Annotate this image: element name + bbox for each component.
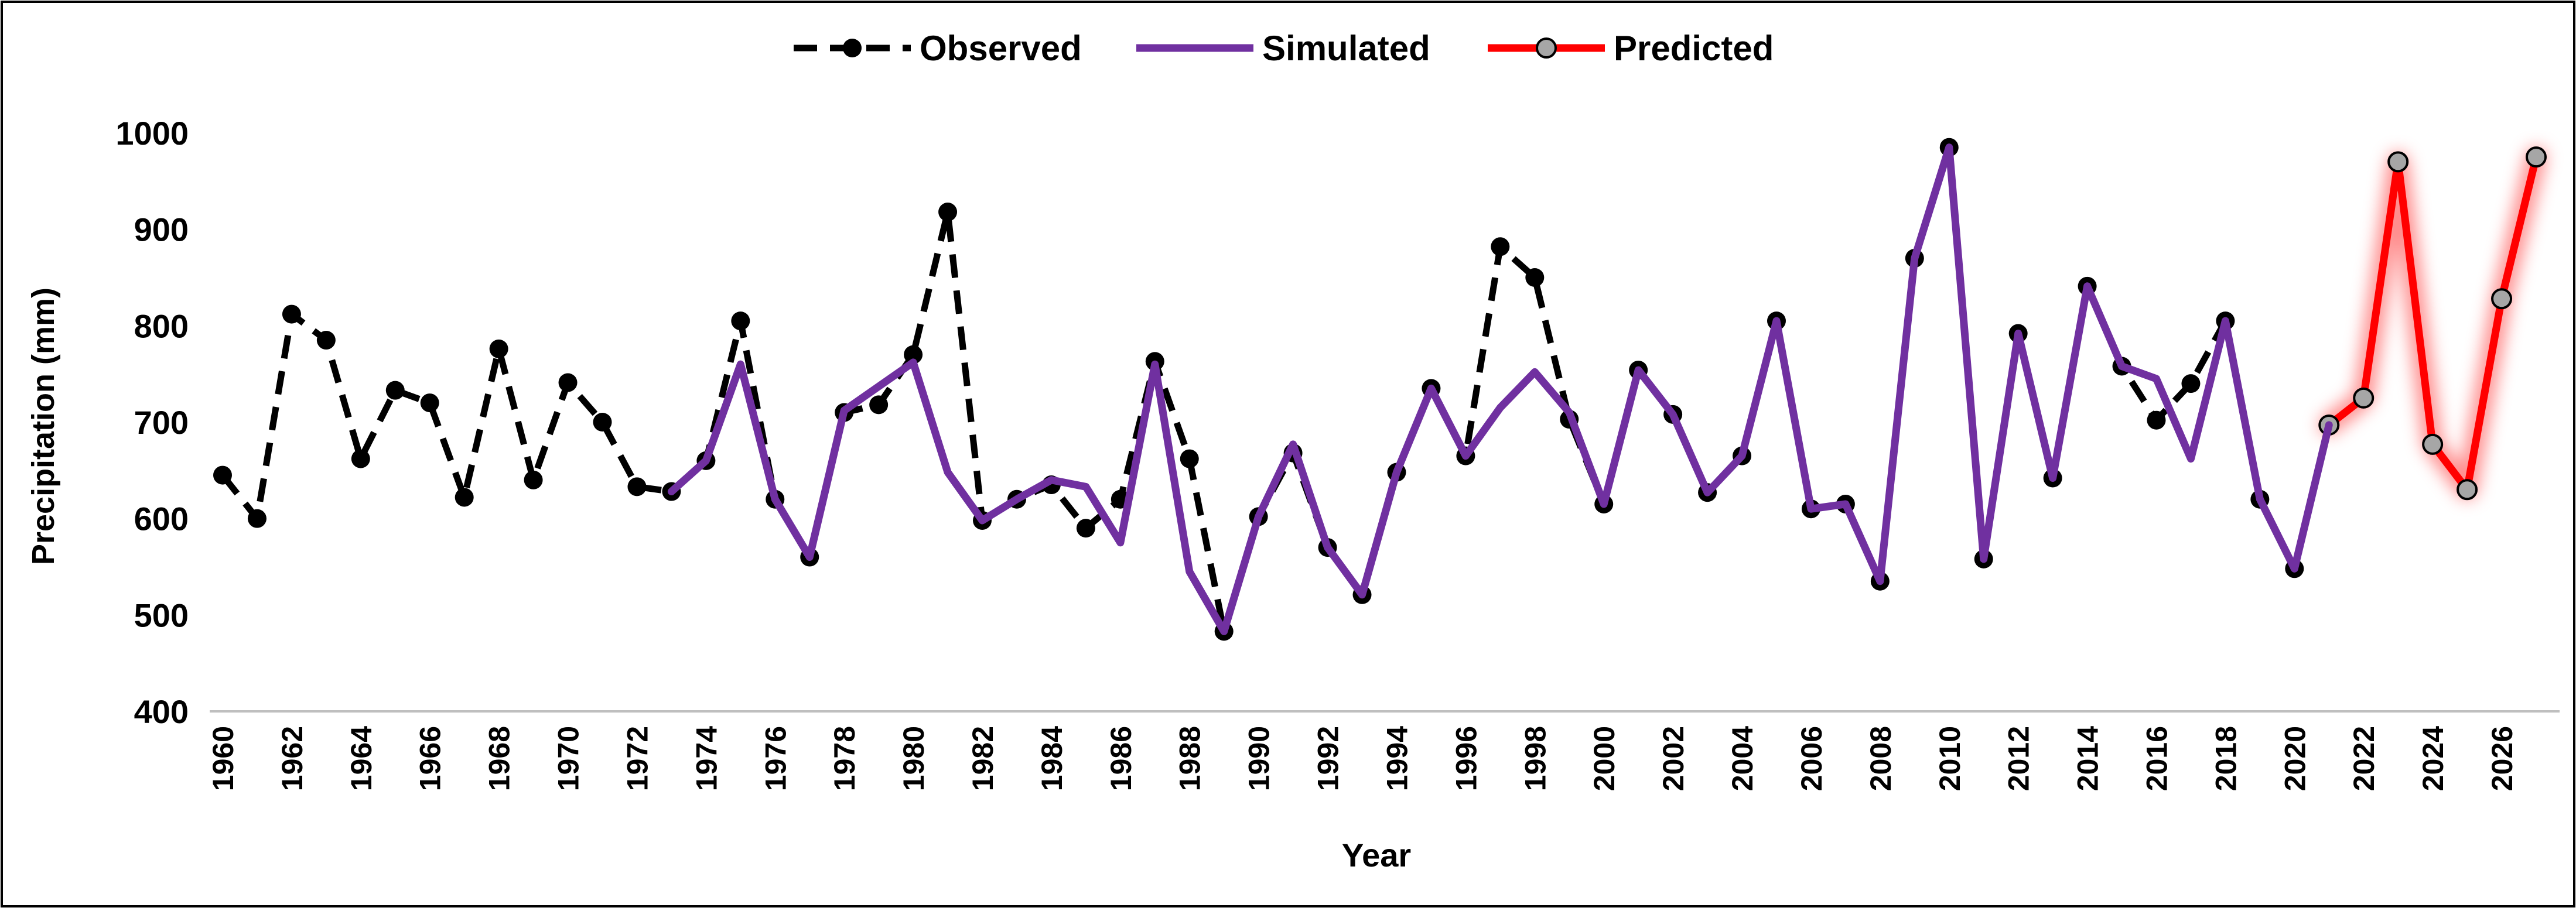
x-tick-label: 2018 bbox=[2209, 726, 2242, 791]
x-tick-label: 2004 bbox=[1726, 726, 1759, 791]
x-tick-label: 1962 bbox=[276, 726, 309, 791]
observed-point bbox=[938, 203, 958, 222]
x-tick-label: 1996 bbox=[1450, 726, 1482, 791]
legend-item-observed: Observed bbox=[794, 29, 1082, 68]
y-tick-label: 600 bbox=[134, 501, 189, 537]
observed-point bbox=[455, 488, 474, 507]
observed-point bbox=[524, 470, 543, 489]
predicted-point bbox=[2526, 146, 2547, 168]
y-tick-labels: 400 500 600 700 800 900 1000 bbox=[115, 115, 189, 730]
observed-point bbox=[2147, 410, 2166, 430]
x-tick-label: 1990 bbox=[1243, 726, 1276, 791]
x-tick-label: 2002 bbox=[1657, 726, 1690, 791]
observed-point bbox=[316, 331, 336, 350]
observed-point bbox=[1076, 519, 1095, 538]
x-tick-labels: 1960 1962 1964 1966 1968 1970 1972 1974 1976 1978… bbox=[207, 726, 2519, 791]
observed-point bbox=[351, 449, 370, 468]
observed-point bbox=[247, 509, 267, 528]
x-tick-label: 1976 bbox=[759, 726, 792, 791]
legend-item-predicted: Predicted bbox=[1488, 29, 1774, 68]
predicted-point bbox=[2387, 151, 2409, 173]
observed-point bbox=[593, 413, 612, 431]
x-tick-label: 2006 bbox=[1795, 726, 1828, 791]
observed-point bbox=[558, 373, 578, 392]
observed-point bbox=[1180, 449, 1199, 468]
x-tick-label: 2012 bbox=[2003, 726, 2035, 791]
observed-point bbox=[1491, 237, 1510, 256]
observed-point bbox=[1525, 268, 1545, 287]
y-tick-label: 800 bbox=[134, 307, 189, 344]
observed-point bbox=[282, 304, 301, 324]
x-tick-label: 1992 bbox=[1312, 726, 1345, 791]
x-tick-label: 1984 bbox=[1036, 726, 1068, 791]
x-tick-label: 2022 bbox=[2348, 726, 2380, 791]
series-simulated bbox=[667, 143, 2333, 635]
predicted-point bbox=[2353, 387, 2375, 409]
simulated-line bbox=[667, 143, 2333, 635]
x-tick-label: 2014 bbox=[2072, 726, 2104, 791]
x-tick-label: 1974 bbox=[690, 726, 723, 791]
x-tick-label: 1972 bbox=[621, 726, 654, 791]
predicted-point bbox=[2491, 288, 2513, 310]
observed-point bbox=[869, 395, 889, 415]
legend-label: Observed bbox=[920, 29, 1082, 68]
x-tick-label: 1998 bbox=[1519, 726, 1552, 791]
x-tick-label: 1982 bbox=[966, 726, 999, 791]
x-tick-label: 1980 bbox=[897, 726, 930, 791]
series-layer bbox=[213, 138, 2547, 641]
y-tick-label: 500 bbox=[134, 597, 189, 633]
x-tick-label: 2010 bbox=[1933, 726, 1966, 791]
x-tick-label: 2026 bbox=[2486, 726, 2519, 791]
x-tick-label: 1986 bbox=[1105, 726, 1137, 791]
legend-label: Predicted bbox=[1614, 29, 1774, 68]
x-tick-label: 2000 bbox=[1588, 726, 1621, 791]
legend: Observed Simulated Predicted bbox=[794, 29, 1774, 68]
y-axis-label: Precipitation (mm) bbox=[26, 287, 61, 565]
x-tick-label: 1978 bbox=[828, 726, 861, 791]
x-tick-label: 2016 bbox=[2140, 726, 2173, 791]
y-tick-label: 400 bbox=[134, 693, 189, 730]
observed-point bbox=[213, 465, 232, 485]
x-tick-label: 1970 bbox=[552, 726, 585, 791]
x-tick-label: 1964 bbox=[345, 726, 378, 791]
observed-point bbox=[904, 345, 923, 364]
x-tick-label: 2008 bbox=[1864, 726, 1897, 791]
observed-point bbox=[731, 311, 750, 331]
predicted-point bbox=[2422, 433, 2444, 455]
series-predicted bbox=[2318, 146, 2547, 501]
x-tick-label: 2020 bbox=[2278, 726, 2311, 791]
x-tick-label: 1994 bbox=[1381, 726, 1413, 791]
legend-label: Simulated bbox=[1262, 29, 1430, 68]
x-tick-label: 1966 bbox=[414, 726, 447, 791]
y-tick-label: 900 bbox=[134, 211, 189, 248]
x-tick-label: 1960 bbox=[207, 726, 240, 791]
observed-point bbox=[489, 339, 508, 358]
legend-marker-observed bbox=[843, 39, 862, 57]
x-axis-label: Year bbox=[1342, 837, 1411, 874]
y-tick-label: 700 bbox=[134, 404, 189, 441]
x-tick-label: 1968 bbox=[483, 726, 516, 791]
legend-marker-predicted bbox=[1536, 37, 1557, 59]
legend-item-simulated: Simulated bbox=[1136, 29, 1430, 68]
observed-point bbox=[2181, 374, 2201, 393]
observed-point bbox=[385, 381, 405, 400]
y-tick-label: 1000 bbox=[115, 115, 189, 152]
observed-point bbox=[627, 477, 647, 496]
x-tick-label: 1988 bbox=[1174, 726, 1207, 791]
x-tick-label: 2024 bbox=[2417, 726, 2449, 791]
predicted-point bbox=[2457, 479, 2478, 501]
observed-point bbox=[420, 393, 439, 413]
